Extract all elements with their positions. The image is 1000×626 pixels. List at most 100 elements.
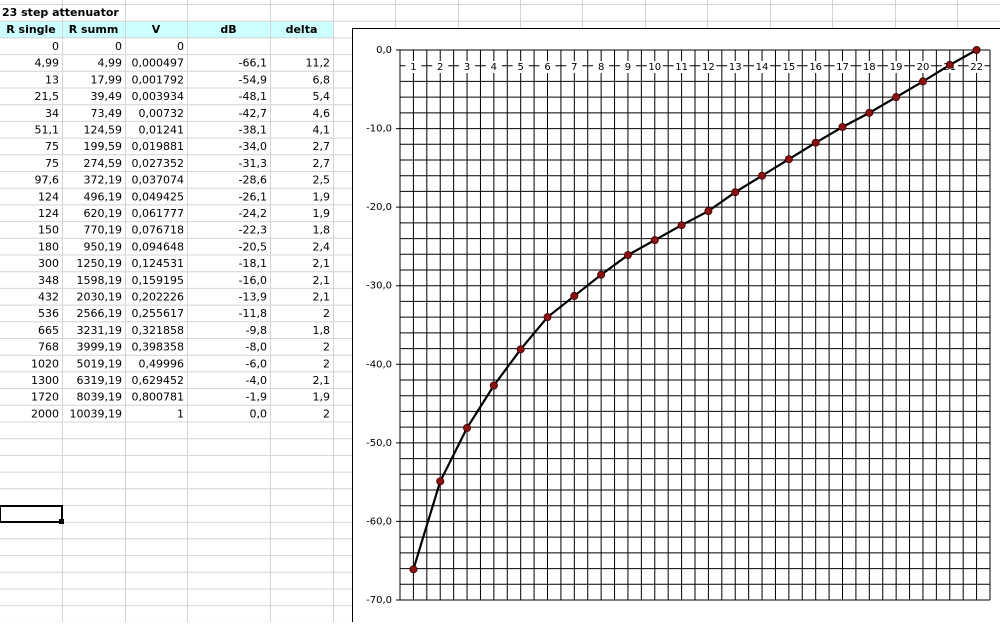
cell: 10039,19	[70, 407, 123, 420]
cell: 97,6	[35, 174, 60, 187]
cell: 0	[177, 40, 184, 53]
x-tick-label: 7	[571, 62, 577, 73]
data-point	[732, 189, 739, 196]
cell: 0,629452	[132, 374, 185, 387]
cell: 536	[38, 307, 59, 320]
cell: 124	[38, 190, 59, 203]
data-point	[919, 78, 926, 85]
cell: 2000	[31, 407, 59, 420]
y-tick-label: -20,0	[366, 202, 392, 213]
column-header: R single	[6, 23, 56, 36]
cell: 4,6	[313, 107, 331, 120]
data-point	[812, 139, 819, 146]
cell: 6319,19	[77, 374, 123, 387]
cell: -34,0	[239, 140, 267, 153]
cell: 2,4	[313, 240, 331, 253]
y-tick-label: -30,0	[366, 281, 392, 292]
cell: 2	[323, 357, 330, 370]
cell: 0,061777	[132, 207, 185, 220]
x-tick-label: 14	[756, 62, 769, 73]
cell: -22,3	[239, 224, 267, 237]
cell: 1	[177, 407, 184, 420]
cell: 300	[38, 257, 59, 270]
cell: 199,59	[84, 140, 123, 153]
data-point	[410, 566, 417, 573]
x-tick-label: 3	[464, 62, 470, 73]
data-point	[651, 237, 658, 244]
cell: 2,1	[313, 257, 331, 270]
cell: -24,2	[239, 207, 267, 220]
data-point	[517, 346, 524, 353]
x-tick-label: 15	[782, 62, 795, 73]
cell: 124,59	[84, 124, 123, 137]
cell: -48,1	[239, 90, 267, 103]
cell: 0,159195	[132, 274, 185, 287]
cell: 0,037074	[132, 174, 185, 187]
x-tick-label: 9	[625, 62, 631, 73]
cell: -6,0	[246, 357, 267, 370]
cell: 51,1	[35, 124, 60, 137]
cell: 34	[45, 107, 59, 120]
cell: 1300	[31, 374, 59, 387]
x-tick-label: 2	[437, 62, 443, 73]
x-tick-label: 17	[836, 62, 849, 73]
cell: 0	[52, 40, 59, 53]
cell: 0,800781	[132, 391, 185, 404]
cell: 0,49996	[139, 357, 185, 370]
cell: 5019,19	[77, 357, 123, 370]
cell: 0,398358	[132, 341, 185, 354]
cell: 1,9	[313, 190, 331, 203]
cell: 8039,19	[77, 391, 123, 404]
column-header: V	[152, 23, 161, 36]
cell: 39,49	[91, 90, 123, 103]
cell: 2,1	[313, 274, 331, 287]
cell: 620,19	[84, 207, 123, 220]
y-tick-label: -70,0	[366, 595, 392, 606]
cell: 124	[38, 207, 59, 220]
cell: 11,2	[306, 57, 331, 70]
chart-area[interactable]	[353, 29, 1000, 623]
y-tick-label: -10,0	[366, 124, 392, 135]
cell: -1,9	[246, 391, 267, 404]
x-tick-label: 18	[863, 62, 876, 73]
data-point	[463, 424, 470, 431]
data-point	[544, 314, 551, 321]
cell: -20,5	[239, 240, 267, 253]
cell: -42,7	[239, 107, 267, 120]
cell: 1250,19	[77, 257, 123, 270]
y-tick-label: -50,0	[366, 438, 392, 449]
selected-cell[interactable]	[0, 506, 62, 522]
cell: -13,9	[239, 291, 267, 304]
x-tick-label: 1	[410, 62, 416, 73]
cell: 1,9	[313, 207, 331, 220]
cell: 73,49	[91, 107, 123, 120]
data-point	[490, 382, 497, 389]
data-point	[571, 292, 578, 299]
cell: 0,094648	[132, 240, 185, 253]
fill-handle[interactable]	[59, 519, 64, 524]
column-header: dB	[220, 23, 236, 36]
y-tick-label: -60,0	[366, 516, 392, 527]
cell: -4,0	[246, 374, 267, 387]
cell: 0,027352	[132, 157, 185, 170]
cell: -8,0	[246, 341, 267, 354]
cell: 75	[45, 157, 59, 170]
x-tick-label: 8	[598, 62, 604, 73]
cell: 1,8	[313, 324, 331, 337]
data-point	[973, 46, 980, 53]
cell: 0,124531	[132, 257, 185, 270]
cell: 0,076718	[132, 224, 185, 237]
cell: 2,5	[313, 174, 331, 187]
cell: 1020	[31, 357, 59, 370]
data-point	[437, 478, 444, 485]
cell: 2,7	[313, 140, 331, 153]
cell: 0,00732	[139, 107, 185, 120]
data-point	[839, 123, 846, 130]
cell: 5,4	[313, 90, 331, 103]
column-header: delta	[286, 23, 318, 36]
cell: -66,1	[239, 57, 267, 70]
cell: 496,19	[84, 190, 123, 203]
cell: 2,7	[313, 157, 331, 170]
cell: -11,8	[239, 307, 267, 320]
cell: -54,9	[239, 73, 267, 86]
